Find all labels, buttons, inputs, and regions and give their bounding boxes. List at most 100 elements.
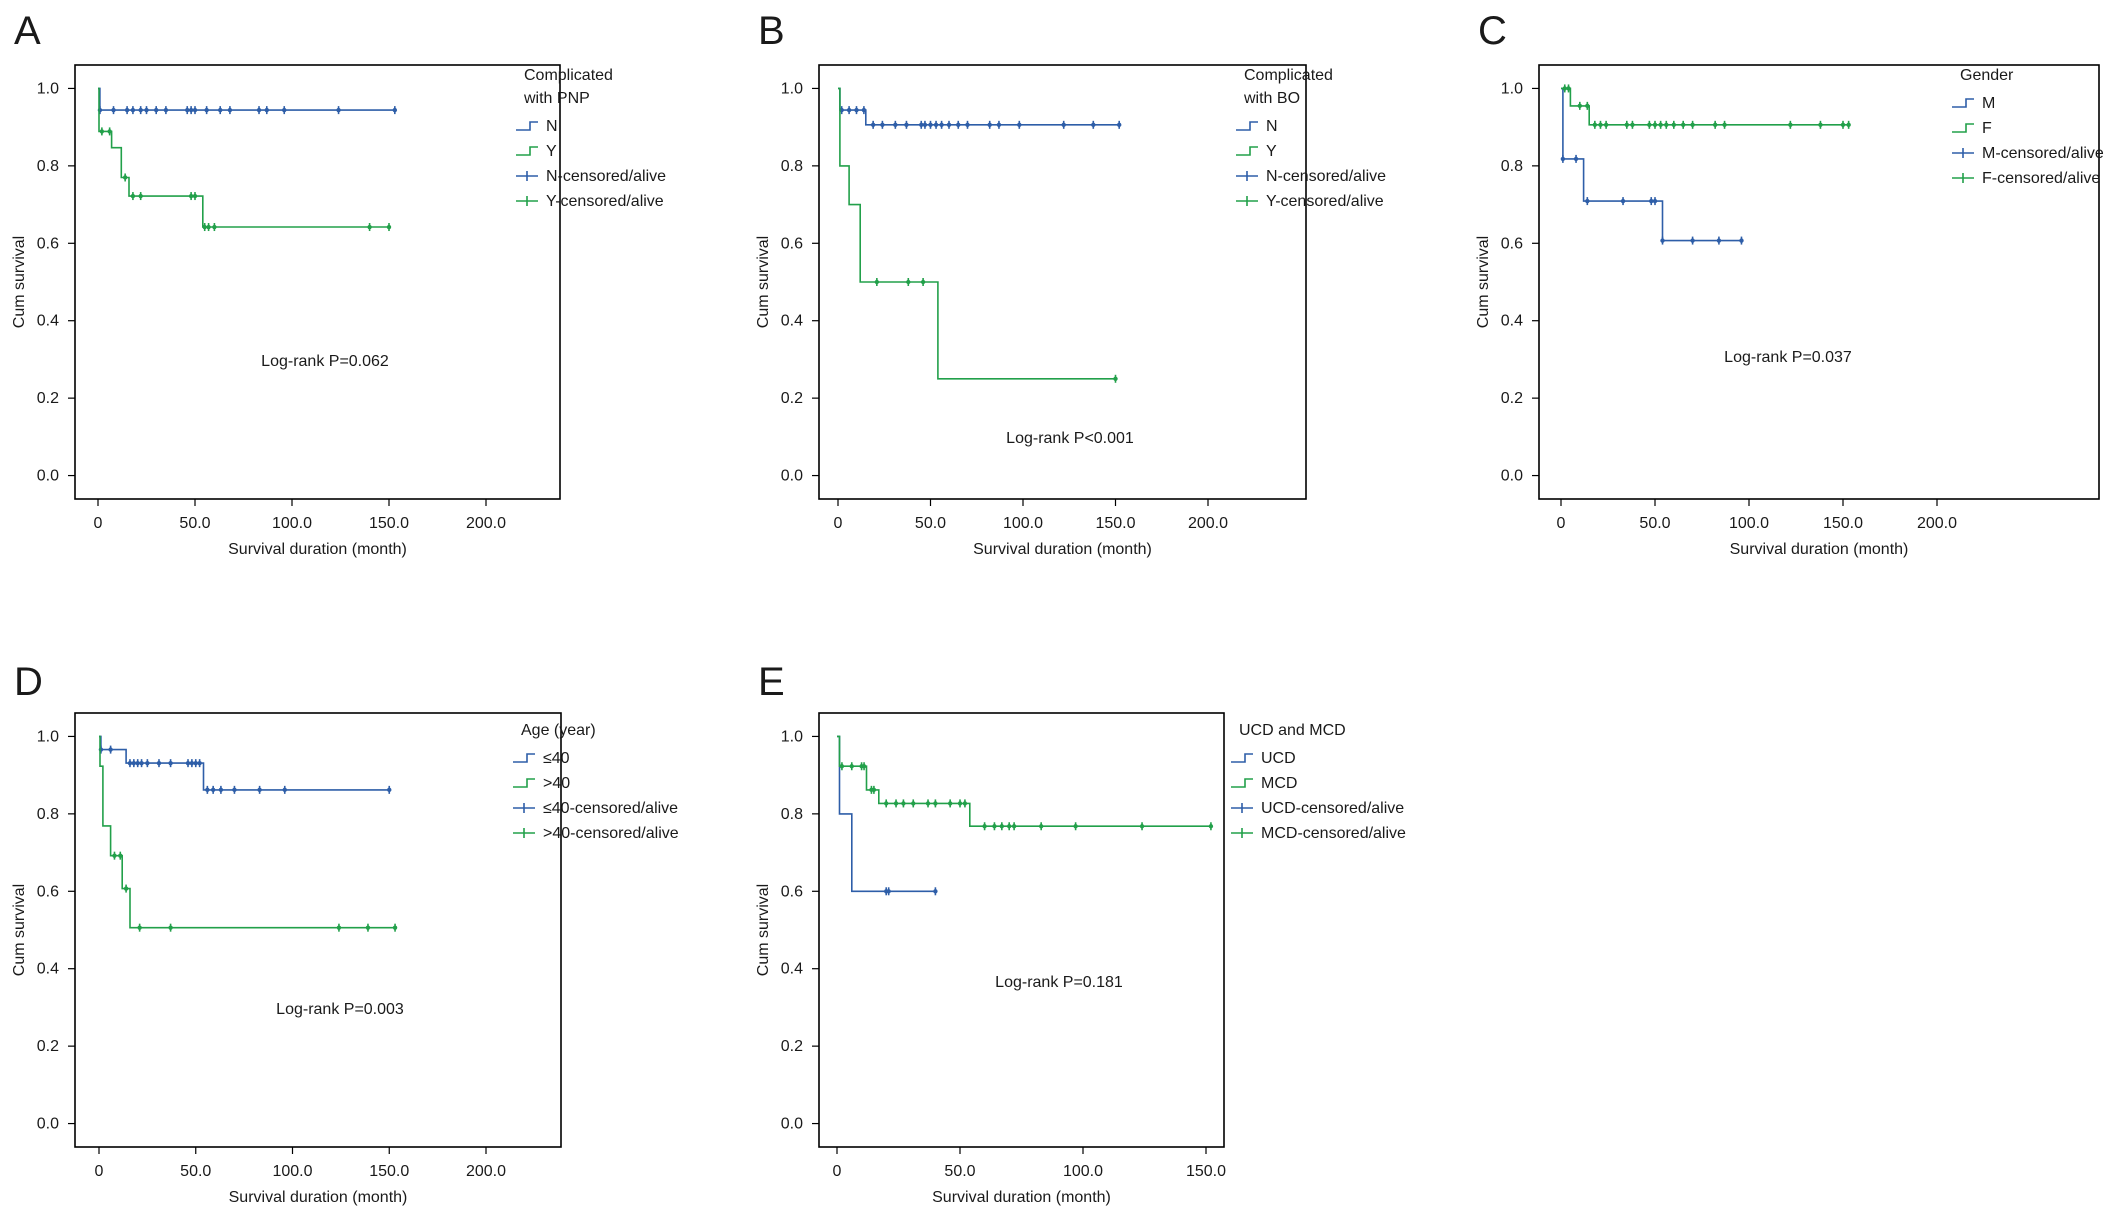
- censor-dot: [1007, 824, 1012, 829]
- censor-dot: [1566, 86, 1571, 91]
- legend: Gender MF M-censored/alive F-censored/alive: [1952, 67, 2104, 187]
- censor-dot: [1560, 156, 1566, 162]
- censor-dot: [218, 787, 224, 793]
- panel-b: B 0.0 0.2 0.4 0.6 0.8 1.0 0 50.0 100.0 150.0 200.0 S…: [755, 9, 1386, 558]
- censor-dot: [138, 107, 143, 113]
- y-tick-label: 0.4: [781, 313, 803, 330]
- censor-dot: [870, 122, 876, 128]
- series-first: [838, 87, 1122, 129]
- censor-dot: [386, 224, 392, 230]
- censor-dot: [904, 122, 909, 128]
- y-axis-title: Cum survival: [755, 884, 772, 976]
- censor-dot: [232, 787, 237, 793]
- log-rank-annotation: Log-rank P=0.062: [261, 353, 389, 370]
- censor-dot: [871, 787, 877, 793]
- y-tick-label: 0.6: [781, 883, 803, 900]
- survival-curve: [838, 87, 1121, 126]
- censor-dot: [112, 853, 117, 858]
- censor-dot: [1620, 198, 1626, 204]
- legend-line-swatch: [1231, 778, 1253, 788]
- legend-line-swatch: [513, 778, 535, 788]
- survival-curve: [838, 87, 1116, 380]
- survival-curve: [98, 87, 389, 228]
- censor-dot: [144, 107, 149, 113]
- y-tick-label: 1.0: [37, 80, 59, 97]
- censor-dot: [1598, 122, 1603, 128]
- censor-dot: [1739, 238, 1744, 243]
- censor-dot: [107, 129, 112, 134]
- censor-dot: [925, 801, 931, 806]
- x-tick-label: 200.0: [466, 515, 506, 532]
- legend-title: Complicated: [524, 67, 613, 84]
- censor-dot: [336, 107, 341, 113]
- censor-dot: [1573, 156, 1579, 162]
- x-tick-label: 0: [833, 1163, 842, 1180]
- censor-dot: [886, 889, 891, 894]
- censor-dot: [1017, 122, 1022, 128]
- panel-letter: A: [14, 9, 41, 53]
- legend-entry: N-censored/alive: [1266, 168, 1386, 185]
- survival-curve: [837, 735, 936, 893]
- censor-dot: [189, 760, 195, 766]
- censor-dot: [135, 760, 140, 766]
- censor-dot: [1722, 122, 1727, 128]
- y-tick-label: 1.0: [781, 80, 803, 97]
- censor-dot: [1073, 824, 1078, 829]
- survival-curve: [99, 735, 390, 791]
- y-tick-label: 0.4: [37, 961, 59, 978]
- y-tick-label: 0.0: [37, 1116, 59, 1133]
- censor-dot: [880, 122, 885, 128]
- legend: Complicated with PNP NY N-censored/alive Y-c…: [516, 67, 666, 210]
- censor-dot: [893, 122, 898, 128]
- survival-curve: [98, 87, 395, 111]
- x-tick-label: 50.0: [944, 1163, 975, 1180]
- censor-dot: [901, 801, 906, 806]
- log-rank-annotation: Log-rank P=0.037: [1724, 349, 1852, 366]
- y-tick-label: 0.6: [781, 235, 803, 252]
- y-tick-label: 1.0: [37, 728, 59, 745]
- censor-dot: [193, 760, 198, 766]
- y-tick-label: 0.0: [1501, 468, 1523, 485]
- series-second: [98, 87, 392, 232]
- censor-dot: [1664, 122, 1669, 128]
- censor-dot: [365, 925, 371, 930]
- y-tick-label: 1.0: [1501, 80, 1523, 97]
- legend-entry: N: [1266, 118, 1278, 135]
- censor-dot: [947, 801, 953, 806]
- legend-entry: Y: [1266, 143, 1277, 160]
- censor-dot: [122, 175, 128, 180]
- y-tick-label: 0.6: [1501, 235, 1523, 252]
- censor-dot: [282, 787, 287, 793]
- legend-line-swatch: [1952, 98, 1974, 108]
- censor-dot: [922, 122, 928, 128]
- y-tick-label: 0.6: [37, 235, 59, 252]
- censor-dot: [1818, 122, 1823, 128]
- censor-dot: [188, 193, 194, 199]
- x-tick-label: 150.0: [1186, 1163, 1226, 1180]
- censor-dot: [933, 889, 938, 894]
- censor-dot: [839, 764, 845, 769]
- censor-dot: [987, 122, 992, 128]
- x-axis-title: Survival duration (month): [228, 541, 407, 558]
- x-tick-label: 200.0: [1188, 515, 1228, 532]
- legend-title: Age (year): [521, 722, 596, 739]
- censor-dot: [99, 129, 105, 134]
- censor-dot: [1846, 122, 1851, 128]
- censor-dot: [1647, 122, 1652, 128]
- censor-dot: [861, 107, 867, 113]
- y-tick-label: 0.0: [781, 468, 803, 485]
- censor-dot: [156, 760, 162, 766]
- censor-dot: [1011, 824, 1017, 829]
- x-tick-label: 150.0: [369, 515, 409, 532]
- censor-dot: [1038, 824, 1044, 829]
- legend-entry: ≤40: [543, 750, 570, 767]
- censor-dot: [911, 801, 916, 806]
- censor-dot: [1113, 376, 1118, 381]
- censor-dot: [123, 886, 129, 891]
- legend-entry: ≤40-censored/alive: [543, 800, 678, 817]
- censor-dot: [1585, 103, 1590, 109]
- legend-line-swatch: [513, 753, 535, 763]
- censor-dot: [256, 107, 262, 113]
- censor-dot: [227, 107, 233, 113]
- censor-dot: [392, 925, 398, 930]
